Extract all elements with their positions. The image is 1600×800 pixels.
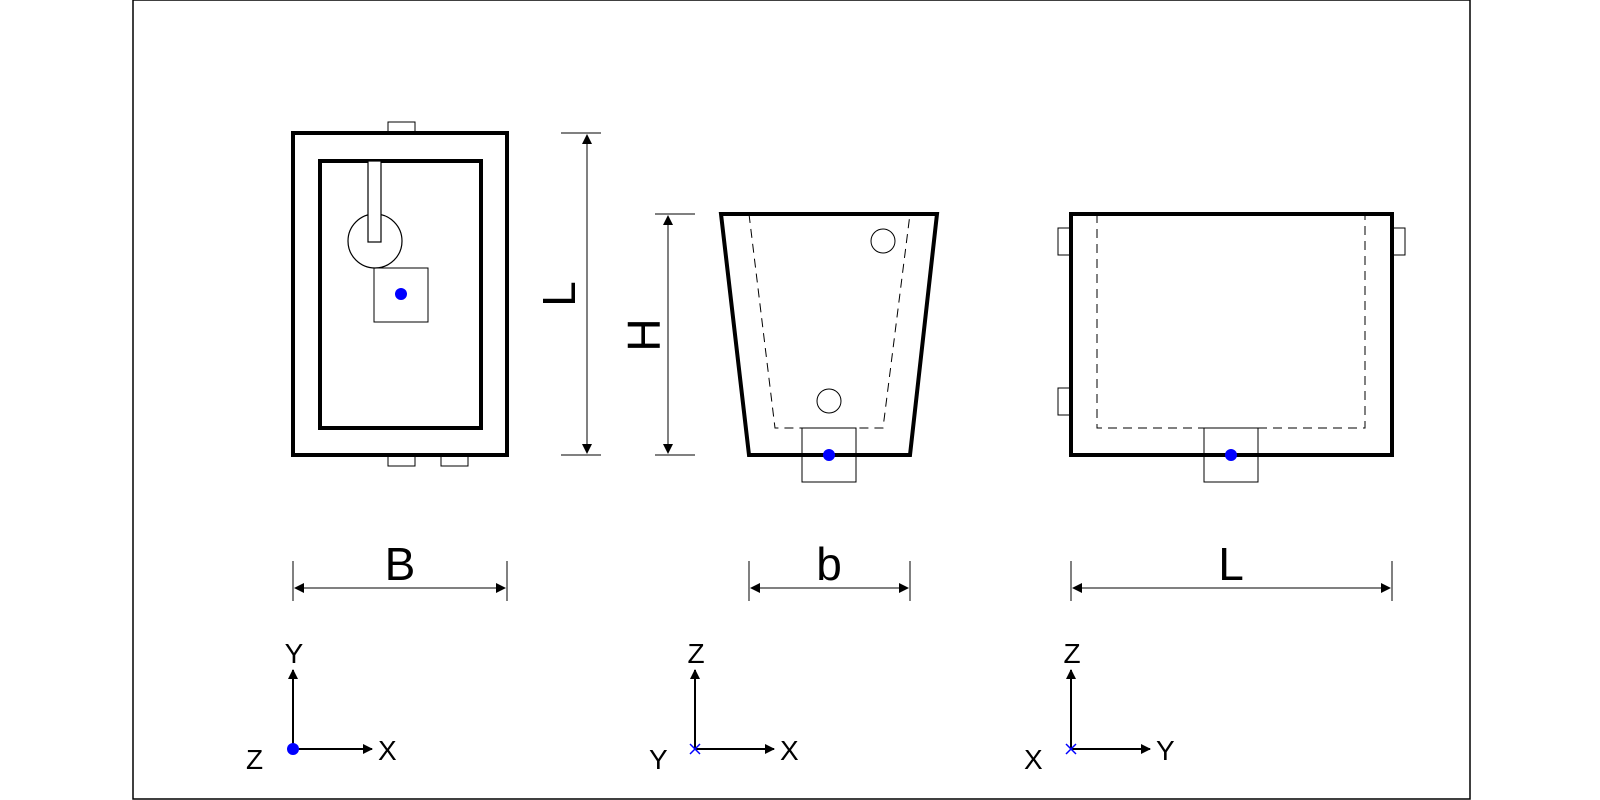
- side-view-left-upper-lug: [1057, 227, 1072, 256]
- top-view-axis-x-label: X: [378, 735, 397, 766]
- side-view-length-dimension: L: [1070, 538, 1393, 601]
- top-view-bottom-lug-left: [387, 454, 416, 467]
- top-view-stopper-rod: [367, 160, 382, 243]
- side-view-axis-z-label: Z: [1063, 638, 1080, 669]
- top-view: [291, 121, 509, 467]
- front-view-axis-origin-cross: [689, 743, 701, 755]
- top-view-length-dimension: L: [533, 132, 601, 456]
- top-view-axis-y-label: Y: [285, 638, 304, 669]
- front-view-axis-z-label: Z: [687, 638, 704, 669]
- front-view-nozzle-block: [801, 427, 857, 483]
- side-view: [1057, 212, 1406, 483]
- side-view-axis-y-label: Y: [1156, 735, 1175, 766]
- front-view-inner-hidden-line: [748, 213, 911, 429]
- top-view-nozzle-block: [373, 267, 429, 323]
- drawing-frame: [132, 0, 1471, 800]
- front-view-upper-hole: [870, 228, 896, 254]
- front-view-height-dimension: H: [618, 213, 695, 456]
- height-dimension-label: H: [618, 318, 670, 351]
- side-view-nozzle-block: [1203, 427, 1259, 483]
- side-length-dimension-label: L: [1218, 538, 1244, 590]
- front-view-outline: [718, 212, 940, 457]
- top-view-axis-z-label: Z: [246, 744, 263, 775]
- side-view-right-lug: [1391, 227, 1406, 256]
- front-view-axis-x-label: X: [780, 735, 799, 766]
- top-view-origin-marker: [395, 288, 407, 300]
- side-view-left-lower-lug: [1057, 387, 1072, 416]
- side-view-axes: Z Y X: [1024, 638, 1175, 775]
- front-view: [718, 212, 940, 483]
- top-view-top-lug: [387, 121, 416, 134]
- width-dimension-label-b-upper: B: [385, 538, 416, 590]
- front-view-axes: Z X Y: [649, 638, 799, 775]
- side-view-inner-hidden-line: [1096, 214, 1366, 429]
- side-view-outline: [1069, 212, 1394, 457]
- top-view-inner-wall: [318, 159, 483, 430]
- length-dimension-label: L: [533, 281, 585, 307]
- side-view-origin-marker: [1225, 449, 1237, 461]
- front-view-width-dimension: b: [748, 538, 911, 601]
- top-view-axes: Y X Z: [246, 638, 397, 775]
- front-view-origin-marker: [823, 449, 835, 461]
- top-view-width-dimension: B: [292, 538, 508, 601]
- top-view-bottom-lug-right: [440, 454, 469, 467]
- side-view-axis-x-label: X: [1024, 744, 1043, 775]
- front-view-axis-y-label: Y: [649, 744, 668, 775]
- front-view-lower-hole: [816, 388, 842, 414]
- top-view-axis-origin: [287, 743, 299, 755]
- width-dimension-label-b-lower: b: [816, 538, 842, 590]
- side-view-axis-origin-cross: [1065, 743, 1077, 755]
